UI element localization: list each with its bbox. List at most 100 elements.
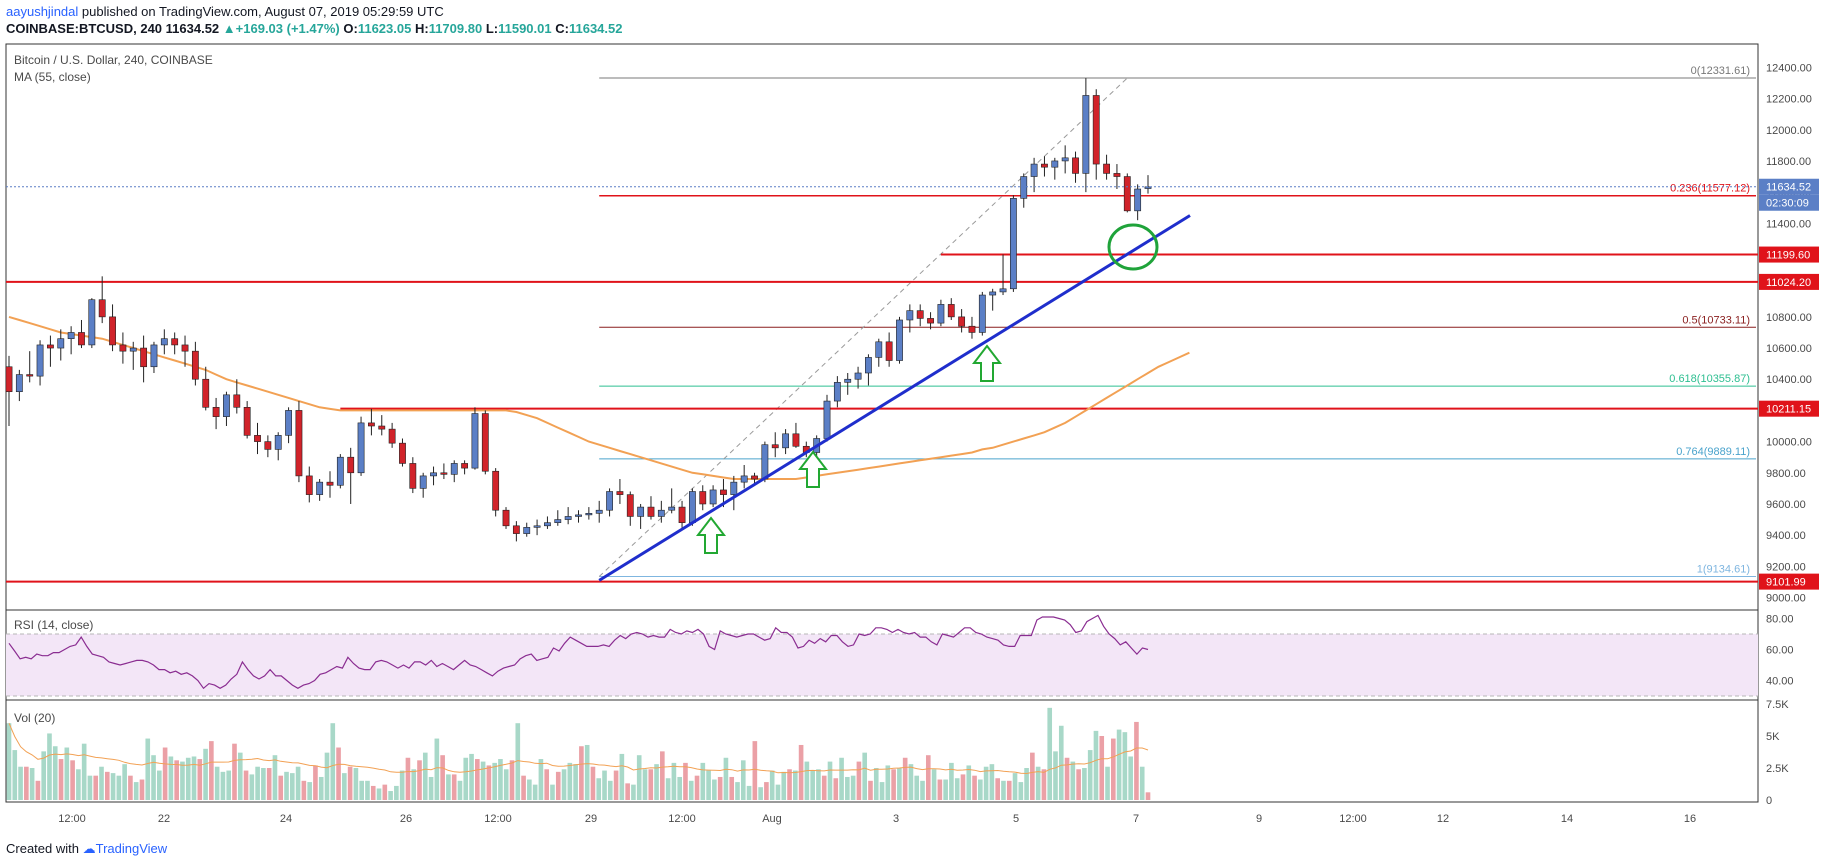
candle-down: [720, 489, 727, 495]
volume-bar: [781, 771, 787, 800]
candle-down: [202, 378, 210, 408]
volume-bar: [157, 770, 162, 800]
volume-bar: [937, 779, 943, 800]
candle-down: [699, 491, 707, 505]
volume-bar: [41, 751, 47, 800]
candle-down: [409, 463, 417, 489]
volume-bar: [561, 769, 567, 800]
candle-up: [564, 516, 572, 520]
candle-up: [606, 491, 613, 511]
tradingview-link[interactable]: TradingView: [95, 841, 168, 856]
volume-bar: [636, 755, 642, 800]
candle-up: [782, 433, 789, 449]
volume-bar: [261, 768, 266, 800]
close-label: C:: [555, 21, 569, 36]
volume-bar: [1024, 768, 1029, 800]
volume-bar: [99, 766, 104, 800]
candle-up: [67, 332, 75, 339]
up-arrow-icon: [797, 450, 829, 488]
volume-bar: [220, 771, 226, 800]
volume-bar: [677, 776, 682, 800]
support-circle-icon: [1107, 223, 1159, 271]
candle-down: [492, 470, 500, 511]
volume-bar: [52, 746, 58, 800]
candle-up: [844, 378, 852, 383]
candle-up: [554, 519, 562, 523]
volume-bar: [492, 762, 497, 800]
volume-bar: [775, 784, 781, 800]
volume-bar: [451, 774, 457, 800]
candle-up: [160, 338, 168, 346]
support-price-tag-bg: [1759, 273, 1819, 290]
volume-bar: [735, 782, 740, 800]
volume-bar: [1047, 707, 1053, 800]
fib-level-label: 0.5(10733.11): [1682, 314, 1750, 326]
candle-down: [243, 407, 251, 436]
volume-bar: [746, 785, 752, 800]
candle-up: [937, 304, 945, 324]
volume-bar: [24, 766, 29, 800]
volume-bar: [995, 778, 1000, 800]
close-value: 11634.52: [568, 21, 623, 36]
volume-bar: [1001, 780, 1006, 800]
volume-bar: [486, 765, 492, 800]
candle-up: [1061, 157, 1069, 162]
volume-bar: [1110, 738, 1116, 800]
volume-bar: [122, 764, 127, 800]
chart-title: Bitcoin / U.S. Dollar, 240, COINBASE: [14, 53, 213, 67]
volume-bar: [1082, 768, 1087, 800]
candle-down: [47, 344, 54, 349]
volume-bar: [191, 756, 197, 800]
volume-bar: [116, 775, 122, 800]
volume-bar: [232, 743, 237, 800]
author-link[interactable]: aayushjindal: [6, 4, 79, 19]
fib-level-label: 1(9134.61): [1697, 564, 1750, 576]
candle-down: [678, 506, 686, 523]
volume-bar: [411, 769, 417, 800]
volume-bar: [555, 771, 561, 800]
time-tick-label: Aug: [762, 813, 782, 825]
ma55-line: [8, 315, 1190, 480]
volume-bar: [683, 762, 688, 800]
candle-up: [1051, 160, 1059, 168]
candle-down: [440, 472, 448, 475]
candle-up: [88, 299, 96, 346]
candle-down: [5, 366, 13, 393]
volume-bar: [862, 752, 868, 800]
price-tick-label: 12000.00: [1766, 125, 1812, 137]
volume-bar: [902, 757, 908, 800]
high-value: 11709.80: [428, 21, 483, 36]
candle-down: [98, 299, 106, 318]
volume-bar: [168, 756, 174, 800]
price-tick-label: 10600.00: [1766, 343, 1812, 355]
volume-bar: [694, 775, 700, 800]
volume-bar: [417, 760, 422, 800]
candle-down: [927, 318, 934, 324]
volume-bar: [717, 776, 723, 800]
volume-bar: [631, 784, 636, 800]
up-arrow-icon: [695, 516, 727, 554]
volume-bar: [1035, 766, 1041, 800]
volume-bar: [318, 776, 324, 800]
candle-up: [544, 522, 551, 527]
time-tick-label: 3: [893, 813, 899, 825]
volume-bar: [301, 780, 307, 800]
volume-bar: [29, 768, 35, 800]
volume-bar: [752, 741, 758, 800]
price-tick-label: 10400.00: [1766, 374, 1812, 386]
volume-bar: [879, 782, 885, 800]
candle-down: [1123, 176, 1131, 212]
candle-down: [502, 509, 510, 527]
volume-bar: [1018, 782, 1024, 800]
countdown-tag: 02:30:09: [1766, 198, 1809, 210]
volume-bar: [931, 769, 937, 800]
volume-bar: [1122, 732, 1128, 800]
volume-bar: [700, 762, 706, 800]
candle-up: [688, 491, 696, 523]
candle-down: [1103, 163, 1110, 174]
low-value: 11590.01: [498, 21, 552, 36]
price-tick-label: 9800.00: [1766, 468, 1806, 480]
volume-bar: [688, 780, 694, 800]
candle-up: [585, 513, 593, 516]
